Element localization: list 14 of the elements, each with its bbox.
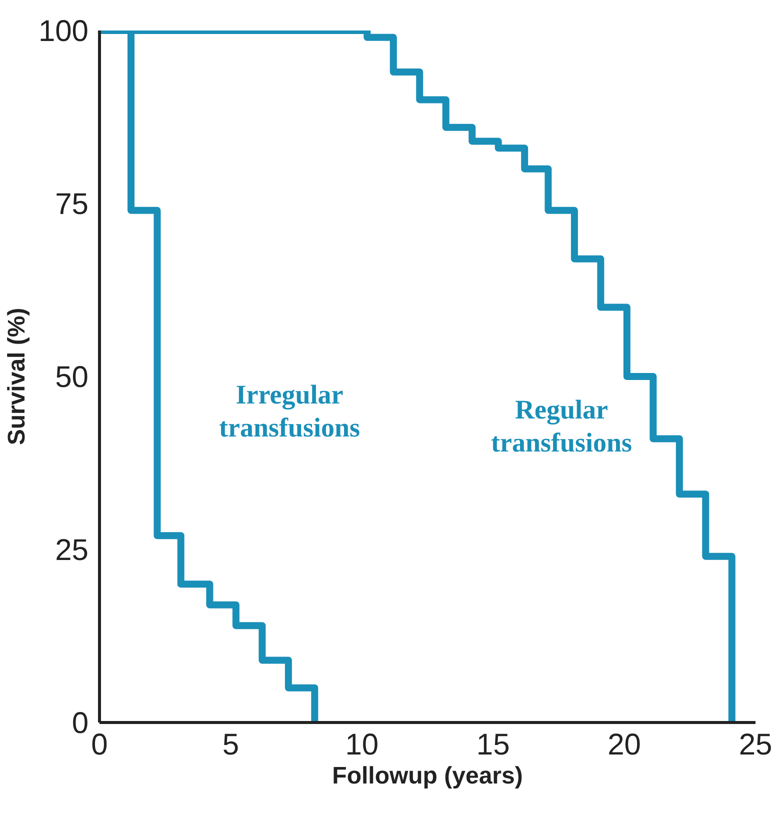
x-tick-label: 5 [222, 728, 240, 762]
y-tick-label: 75 [55, 188, 89, 221]
x-tick-label: 20 [608, 728, 641, 762]
y-tick-label: 100 [38, 15, 89, 48]
y-tick-label: 50 [55, 361, 89, 394]
x-axis-title: Followup (years) [332, 762, 523, 790]
x-tick-label: 25 [738, 728, 772, 762]
y-axis-title: Survival (%) [3, 308, 30, 446]
x-tick-label: 15 [476, 728, 510, 762]
y-tick-label: 25 [55, 534, 89, 567]
y-tick-label: 0 [72, 707, 89, 740]
series-label: Regular transfusions [490, 394, 632, 458]
x-tick-label: 10 [345, 728, 379, 762]
text: Irregular transfusions [218, 380, 360, 442]
